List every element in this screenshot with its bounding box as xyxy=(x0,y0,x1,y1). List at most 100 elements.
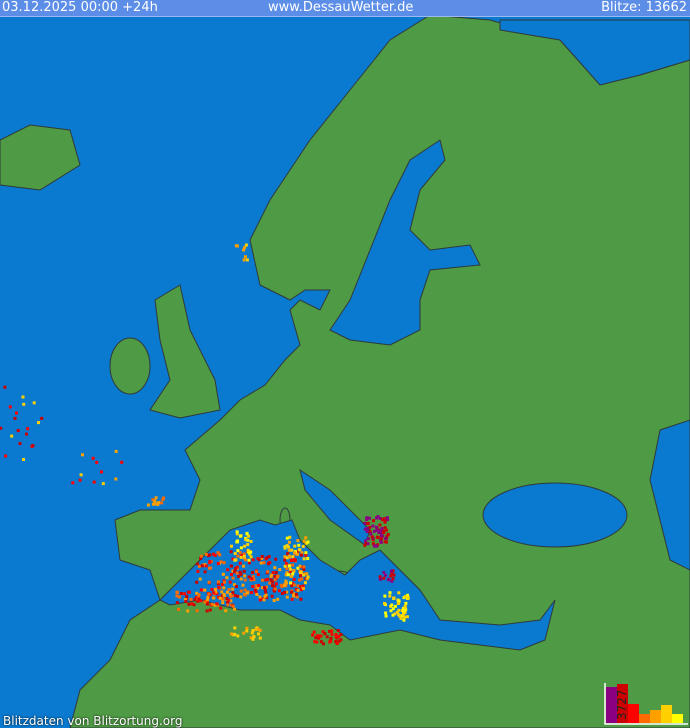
lightning-strike xyxy=(245,531,249,535)
lightning-strike xyxy=(100,470,103,474)
lightning-strike xyxy=(227,598,231,602)
lightning-strike xyxy=(249,555,253,559)
lightning-strike xyxy=(187,602,191,606)
lightning-strike xyxy=(226,600,230,604)
lightning-strike xyxy=(295,552,299,556)
lightning-strike xyxy=(246,543,250,547)
lightning-strike xyxy=(212,552,215,556)
lightning-strike xyxy=(396,602,400,605)
lightning-strike xyxy=(31,444,35,448)
lightning-strike xyxy=(283,558,287,562)
lightning-strike xyxy=(393,604,397,608)
lightning-strike xyxy=(379,530,383,534)
lightning-strike xyxy=(197,595,201,599)
lightning-strike xyxy=(334,633,338,636)
lightning-strike xyxy=(16,429,20,433)
lightning-strike xyxy=(160,501,164,505)
site-label[interactable]: www.DessauWetter.de xyxy=(268,0,414,15)
lightning-strike xyxy=(325,635,329,639)
lightning-strike xyxy=(288,555,291,559)
lightning-strike xyxy=(210,588,214,591)
lightning-strike xyxy=(229,594,233,598)
lightning-strike xyxy=(195,580,199,584)
lightning-strike xyxy=(183,592,187,596)
lightning-strike xyxy=(368,525,372,529)
lightning-strike xyxy=(304,541,308,545)
lightning-strike xyxy=(378,517,382,520)
lightning-strike xyxy=(285,590,289,594)
lightning-strike xyxy=(242,248,246,252)
lightning-strike xyxy=(101,482,105,486)
lightning-strike xyxy=(242,631,246,635)
ireland xyxy=(109,337,151,395)
lightning-strike xyxy=(235,244,239,248)
lightning-strike xyxy=(256,627,260,631)
lightning-strike xyxy=(376,515,380,519)
lightning-strike xyxy=(18,442,22,446)
lightning-strike xyxy=(397,608,401,612)
lightning-strike xyxy=(370,535,374,539)
lightning-strike xyxy=(10,434,14,438)
lightning-strike xyxy=(304,536,308,540)
lightning-strike xyxy=(391,569,395,573)
lightning-strike xyxy=(283,591,287,594)
lightning-strike xyxy=(366,542,370,546)
lightning-strike xyxy=(195,596,198,599)
lightning-strike xyxy=(189,597,193,601)
lightning-strike xyxy=(226,603,230,607)
lightning-strike xyxy=(242,569,246,573)
lightning-strike xyxy=(390,579,394,583)
lightning-strike xyxy=(368,530,372,534)
lightning-strike xyxy=(261,578,264,582)
lightning-strike xyxy=(382,576,386,580)
lightning-strike xyxy=(250,631,254,635)
lightning-strike xyxy=(304,551,308,555)
histogram-bar xyxy=(650,710,661,723)
lightning-strike xyxy=(383,602,386,605)
credit-footer[interactable]: Blitzdaten von Blitzortung.org xyxy=(3,714,183,728)
lightning-strike xyxy=(262,561,266,565)
lightning-strike xyxy=(267,555,271,559)
lightning-strike xyxy=(267,562,270,566)
lightning-strike xyxy=(335,641,339,645)
lightning-strike xyxy=(206,595,210,599)
lightning-strikes xyxy=(0,243,410,646)
lightning-strike xyxy=(114,477,118,481)
lightning-strike xyxy=(404,608,408,612)
lightning-strike xyxy=(244,538,248,542)
lightning-strike xyxy=(384,611,388,615)
lightning-strike xyxy=(337,639,341,643)
lightning-strike xyxy=(120,460,124,464)
lightning-strike xyxy=(231,576,235,580)
lightning-strike xyxy=(289,574,293,578)
lightning-strike xyxy=(221,597,225,601)
lightning-strike xyxy=(295,595,299,599)
lightning-strike xyxy=(380,527,384,530)
lightning-strike xyxy=(265,556,269,560)
lightning-strike xyxy=(235,532,239,536)
histogram-bar xyxy=(628,703,639,723)
lightning-strike xyxy=(384,540,388,544)
lightning-strike xyxy=(196,599,200,603)
lightning-strike xyxy=(321,642,325,646)
lightning-strike xyxy=(285,595,289,599)
lightning-strike xyxy=(231,557,235,561)
lightning-strike xyxy=(235,585,238,588)
lightning-strike xyxy=(397,591,401,595)
lightning-strike xyxy=(22,458,25,461)
lightning-strike xyxy=(245,591,249,595)
lightning-strike xyxy=(217,586,221,590)
lightning-strike xyxy=(369,532,373,536)
lightning-strike xyxy=(250,577,254,581)
lightning-strike xyxy=(376,536,380,539)
lightning-strike xyxy=(225,576,229,580)
lightning-strike xyxy=(91,456,95,460)
lightning-strike xyxy=(245,629,249,633)
lightning-strike xyxy=(251,571,254,575)
lightning-strike xyxy=(284,579,288,583)
baltic-sea xyxy=(329,139,481,346)
lightning-strike xyxy=(233,569,237,573)
lightning-strike xyxy=(321,630,325,634)
barents-sea xyxy=(499,19,690,86)
